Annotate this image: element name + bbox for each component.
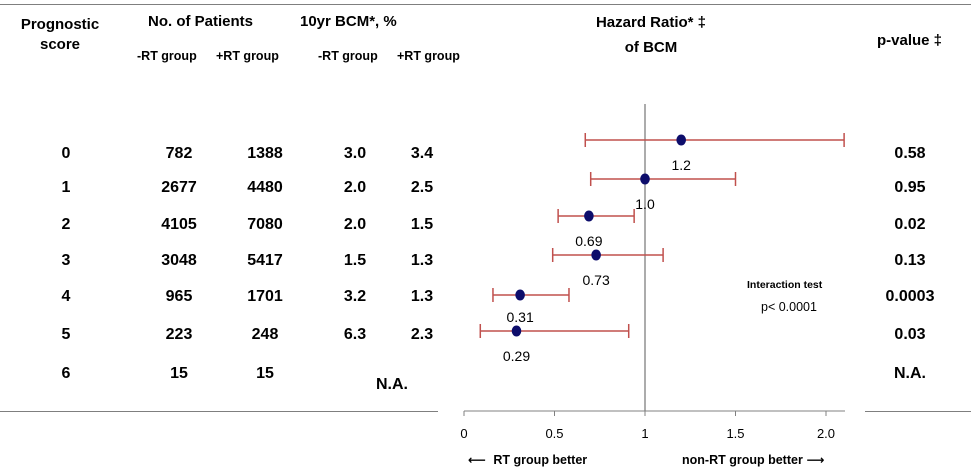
header-pvalue: p-value ‡ — [877, 32, 943, 49]
row-bcm-minus: 2.0 — [343, 179, 367, 196]
row-pvalue: 0.03 — [894, 326, 926, 343]
hr-point — [640, 173, 650, 185]
right-arrow-icon: ⟶ — [806, 453, 825, 467]
row-n-minus: 3048 — [161, 252, 197, 269]
x-tick-label: 0 — [460, 426, 467, 441]
row-bcm-minus: 6.3 — [343, 326, 367, 343]
bottom-rule-left — [0, 411, 438, 412]
hr-point — [591, 249, 601, 261]
footer-nonrt-better-label: non-RT group better — [682, 453, 803, 467]
header-score-line1: Prognostic — [20, 16, 100, 33]
hr-label: 1.2 — [671, 157, 691, 173]
row-bcm-minus: 3.2 — [343, 288, 367, 305]
row-n-plus: 4480 — [247, 179, 283, 196]
row-n-plus: 7080 — [247, 216, 283, 233]
row-bcm-plus: 2.3 — [410, 326, 434, 343]
footer-rt-better: ⟵ RT group better — [468, 452, 587, 467]
row-n-plus: 5417 — [247, 252, 283, 269]
row-n-plus: 1701 — [247, 288, 283, 305]
hr-label: 0.69 — [575, 233, 602, 249]
row-bcm-plus: 3.4 — [410, 145, 434, 162]
row-bcm-plus: 1.3 — [410, 288, 434, 305]
row-bcm-plus: 2.5 — [410, 179, 434, 196]
row-n-minus: 965 — [165, 288, 193, 305]
row-score: 2 — [61, 216, 71, 233]
header-bcm-plus-rt: +RT group — [397, 49, 460, 63]
interaction-test-label: Interaction test — [747, 279, 823, 291]
header-bcm-minus-rt: -RT group — [318, 49, 378, 63]
interaction-test-value: p< 0.0001 — [761, 300, 817, 314]
hr-label: 0.29 — [503, 348, 530, 364]
row-bcm-plus: 1.5 — [410, 216, 434, 233]
header-hazard-ratio: Hazard Ratio* ‡ of BCM — [596, 14, 706, 56]
header-patients: No. of Patients — [148, 13, 254, 30]
left-arrow-icon: ⟵ — [468, 453, 486, 467]
hr-point — [515, 289, 525, 301]
hr-label: 0.73 — [583, 272, 610, 288]
header-patients-minus-rt: -RT group — [137, 49, 197, 63]
row-pvalue: N.A. — [894, 365, 926, 382]
header-hr-line2: of BCM — [624, 39, 678, 56]
footer-nonrt-better: non-RT group better ⟶ — [682, 452, 824, 467]
hr-point — [676, 134, 686, 146]
header-score-line2: score — [39, 36, 81, 53]
top-rule — [0, 4, 971, 5]
row-score: 1 — [61, 179, 71, 196]
row-n-plus: 15 — [256, 365, 274, 382]
row-score: 3 — [61, 252, 71, 269]
header-hr-line1: Hazard Ratio* ‡ — [595, 14, 707, 31]
row-n-minus: 4105 — [161, 216, 197, 233]
row-pvalue: 0.58 — [894, 145, 926, 162]
row-score: 0 — [61, 145, 71, 162]
row-n-minus: 2677 — [161, 179, 197, 196]
row-score: 5 — [61, 326, 71, 343]
row-n-minus: 15 — [170, 365, 188, 382]
footer-rt-better-label: RT group better — [493, 453, 588, 467]
row-n-plus: 1388 — [247, 145, 283, 162]
bottom-rule-right — [865, 411, 971, 412]
row-pvalue: 0.02 — [894, 216, 926, 233]
x-tick-label: 0.5 — [545, 426, 563, 441]
row-bcm-na: N.A. — [376, 376, 408, 393]
row-score: 4 — [61, 288, 71, 305]
x-tick-label: 1.5 — [726, 426, 744, 441]
row-bcm-minus: 2.0 — [343, 216, 367, 233]
row-pvalue: 0.0003 — [885, 288, 935, 305]
row-bcm-minus: 3.0 — [343, 145, 367, 162]
row-n-plus: 248 — [251, 326, 279, 343]
x-tick-label: 2.0 — [817, 426, 835, 441]
header-patients-plus-rt: +RT group — [216, 49, 279, 63]
hr-point — [584, 210, 594, 222]
hr-label: 1.0 — [635, 196, 655, 212]
row-pvalue: 0.95 — [894, 179, 926, 196]
hr-label: 0.31 — [506, 309, 533, 325]
row-n-minus: 782 — [165, 145, 193, 162]
row-pvalue: 0.13 — [894, 252, 926, 269]
hr-point — [511, 325, 522, 337]
row-bcm-minus: 1.5 — [343, 252, 367, 269]
row-score: 6 — [61, 365, 71, 382]
header-bcm: 10yr BCM*, % — [300, 13, 397, 30]
row-n-minus: 223 — [165, 326, 193, 343]
x-tick-label: 1 — [641, 426, 648, 441]
row-bcm-plus: 1.3 — [410, 252, 434, 269]
header-score: Prognostic score — [21, 16, 99, 53]
